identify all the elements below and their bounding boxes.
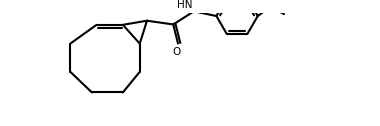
- Text: HN: HN: [177, 0, 193, 10]
- Text: O: O: [173, 46, 181, 57]
